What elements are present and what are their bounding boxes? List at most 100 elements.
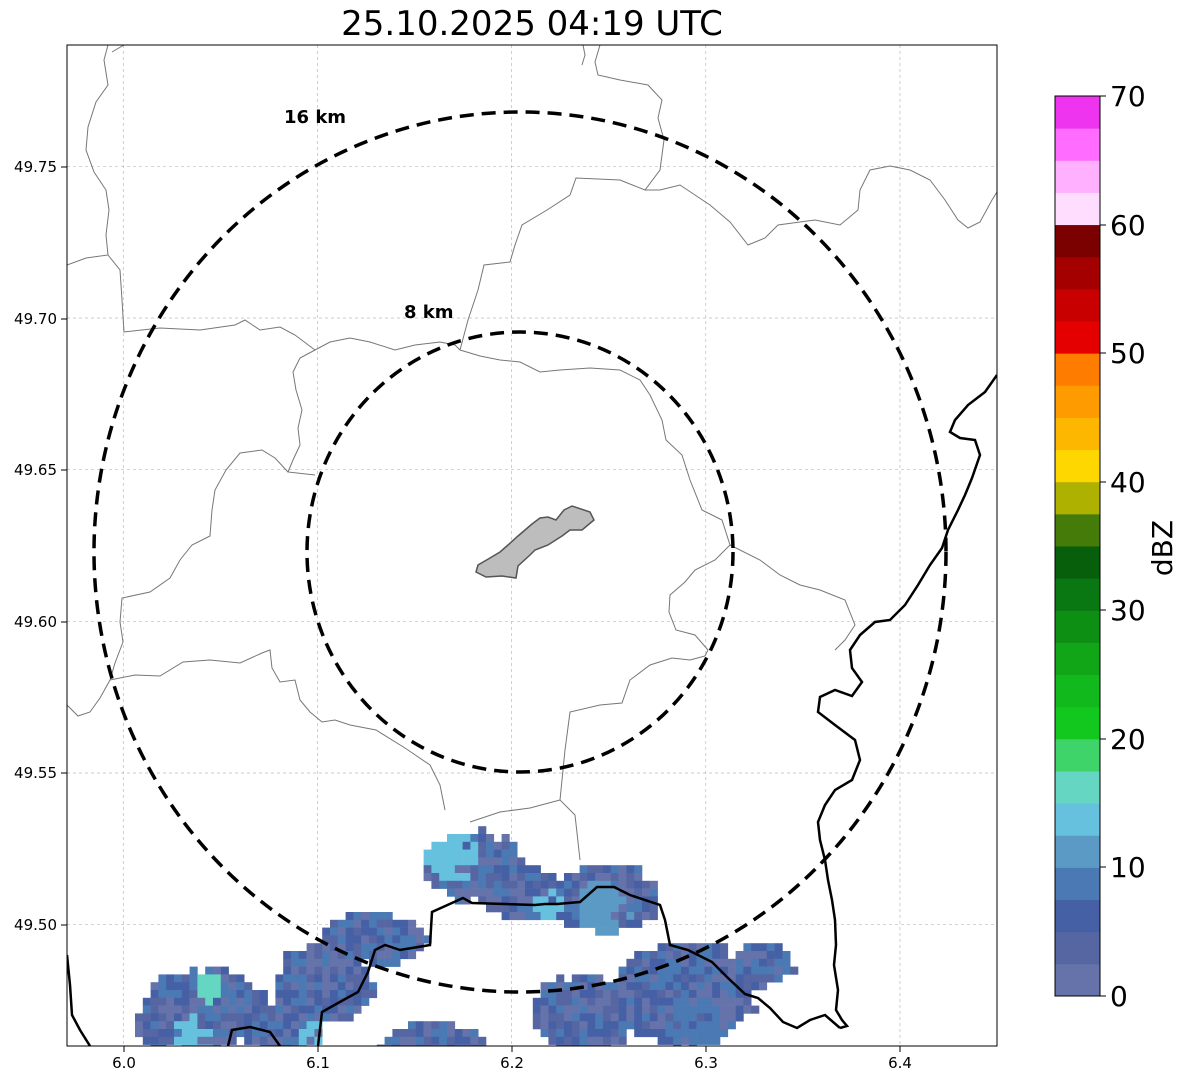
radar-pixel [384,1044,393,1046]
radar-pixel [306,951,315,960]
radar-pixel [571,1005,580,1014]
radar-pixel [306,997,315,1006]
radar-pixel [681,974,690,983]
radar-pixel [408,1029,417,1038]
radar-pixel [579,1029,588,1038]
radar-pixel [634,990,643,999]
radar-pixel [353,912,362,921]
radar-pixel [376,927,385,936]
radar-pixel [657,958,666,967]
radar-pixel [361,951,370,960]
country-border-southwest [67,954,92,1046]
x-axis: 6.0 6.1 6.2 6.3 6.4 [112,1046,912,1072]
radar-pixel [540,982,549,991]
radar-pixel [275,1021,284,1030]
radar-pixel [587,880,596,889]
colorbar-segment [1055,256,1100,290]
radar-pixel [189,1044,198,1046]
radar-pixel [213,1013,222,1022]
radar-pixel [345,919,354,928]
radar-pixel [431,865,440,874]
radar-pixel [673,982,682,991]
x-tick-label: 6.0 [112,1054,136,1072]
radar-pixel [431,857,440,866]
radar-pixel [392,927,401,936]
radar-pixel [766,951,775,960]
radar-pixel [548,990,557,999]
radar-pixel [486,873,495,882]
radar-pixel [244,1013,253,1022]
radar-pixel [509,888,518,897]
radar-pixel [571,919,580,928]
radar-pixel [681,1036,690,1045]
radar-pixel [587,997,596,1006]
radar-pixel [556,1005,565,1014]
radar-pixel [384,927,393,936]
radar-pixel [564,990,573,999]
radar-pixel [548,873,557,882]
radar-pixel [603,1013,612,1022]
radar-pixel [189,1036,198,1045]
radar-pixel [291,1005,300,1014]
radar-pixel [595,1005,604,1014]
radar-pixel [532,997,541,1006]
colorbar-segment [1055,513,1100,547]
radar-pixel [696,1021,705,1030]
radar-pixel [759,982,768,991]
admin-border [287,349,316,476]
radar-pixel [688,1021,697,1030]
radar-pixel [462,1044,471,1046]
radar-pixel [571,888,580,897]
radar-pixel [486,834,495,843]
radar-pixel [603,888,612,897]
radar-pixel [462,873,471,882]
admin-border [111,45,125,53]
radar-pixel [353,951,362,960]
radar-pixel [447,849,456,858]
radar-pixel [423,1021,432,1030]
radar-pixel [291,951,300,960]
radar-pixel [766,958,775,967]
radar-pixel [314,951,323,960]
radar-pixel [564,1036,573,1045]
radar-pixel [197,997,206,1006]
radar-pixel [181,974,190,983]
radar-pixel [228,982,237,991]
radar-pixel [509,865,518,874]
radar-pixel [439,865,448,874]
radar-pixel [587,1044,596,1046]
radar-pixel [369,919,378,928]
radar-pixel [314,966,323,975]
radar-pixel [197,990,206,999]
radar-pixel [353,1005,362,1014]
colorbar-segment [1055,160,1100,193]
radar-pixel [626,912,635,921]
radar-pixel [579,919,588,928]
radar-pixel [314,997,323,1006]
radar-pixel [158,1005,167,1014]
radar-pixel [704,990,713,999]
radar-pixel [688,943,697,952]
radar-pixel [244,982,253,991]
radar-pixel [181,990,190,999]
radar-pixel [478,888,487,897]
radar-pixel [454,1029,463,1038]
radar-pixel [657,1005,666,1014]
radar-pixel [626,966,635,975]
radar-pixel [142,1005,151,1014]
radar-pixel [743,982,752,991]
radar-pixel [493,880,502,889]
radar-pixel [337,951,346,960]
colorbar-segments [1055,96,1100,997]
radar-pixel [439,1036,448,1045]
radar-pixel [415,935,424,944]
radar-pixel [564,880,573,889]
radar-pixel [493,904,502,913]
admin-border [469,799,561,823]
radar-pixel [673,997,682,1006]
radar-pixel [486,880,495,889]
radar-pixel [595,919,604,928]
radar-pixel [501,841,510,850]
radar-pixel [501,912,510,921]
radar-pixel [306,943,315,952]
